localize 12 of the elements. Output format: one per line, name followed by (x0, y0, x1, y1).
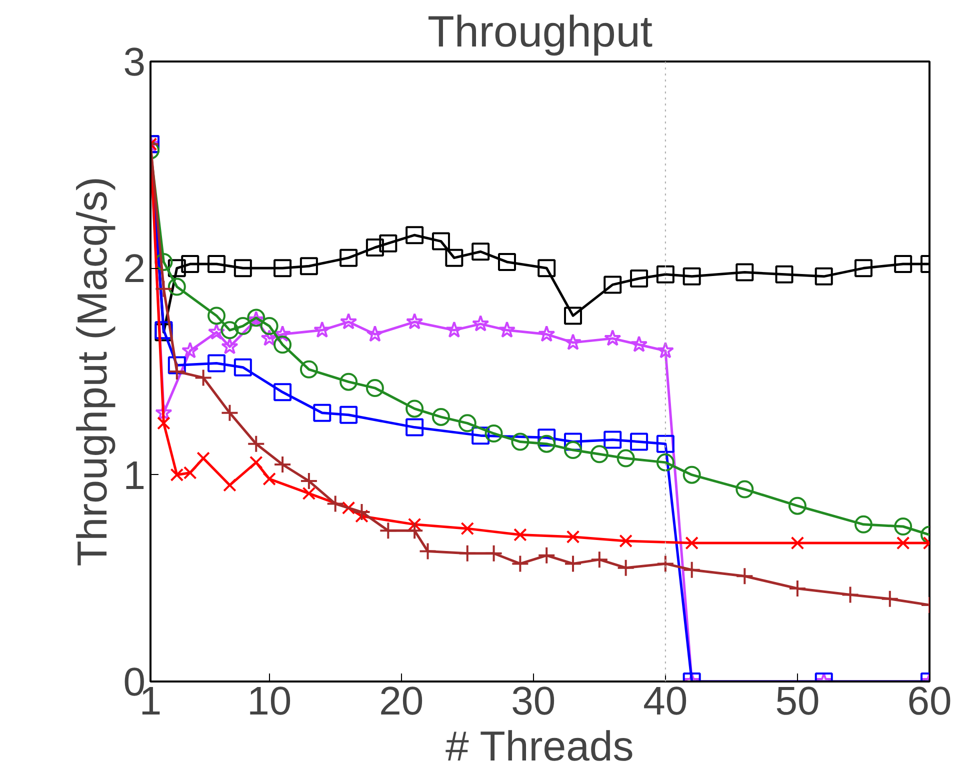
x-tick-label: 40 (643, 680, 688, 724)
x-tick-label: 20 (379, 680, 424, 724)
chart-title: Throughput (427, 8, 653, 56)
x-tick-label: 50 (775, 680, 820, 724)
y-axis-title: Throughput (Macq/s) (68, 176, 116, 566)
y-tick-label: 1 (123, 454, 146, 498)
y-tick-label: 2 (123, 247, 146, 292)
x-axis-title: # Threads (445, 722, 634, 770)
x-tick-label: 30 (511, 680, 556, 724)
x-tick-label: 60 (907, 680, 952, 724)
y-tick-label: 3 (123, 40, 146, 84)
x-tick-label: 10 (247, 680, 292, 724)
